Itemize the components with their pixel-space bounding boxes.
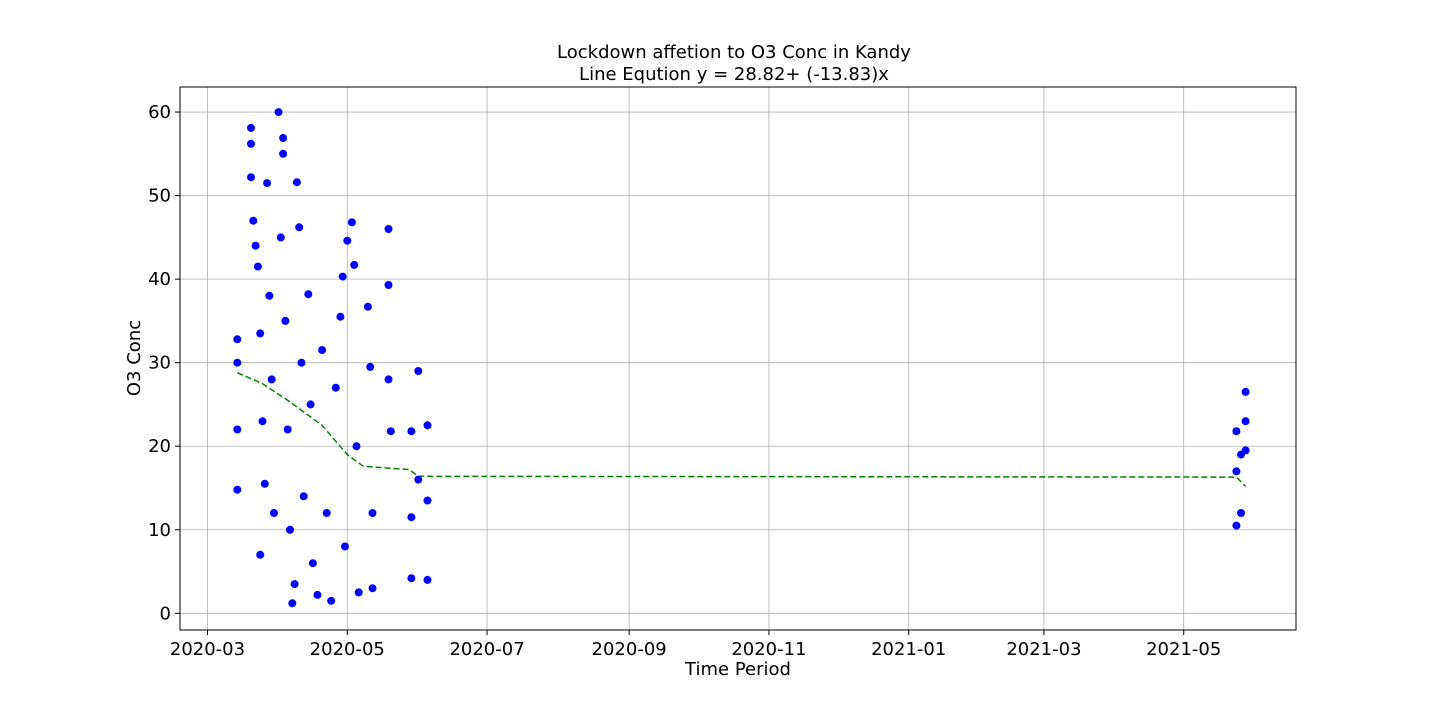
data-point <box>288 599 297 608</box>
data-point <box>1232 467 1241 476</box>
data-point <box>327 596 336 605</box>
x-tick-label: 2020-05 <box>310 639 385 660</box>
data-point <box>233 358 242 367</box>
data-point <box>286 525 294 534</box>
data-point <box>386 427 395 436</box>
data-point <box>407 513 416 522</box>
data-point <box>1241 446 1250 455</box>
data-point <box>322 509 331 517</box>
data-point <box>299 492 308 501</box>
x-tick-label: 2020-11 <box>731 639 806 660</box>
data-point <box>274 108 283 117</box>
data-point <box>260 479 269 488</box>
data-point <box>352 442 361 451</box>
data-point <box>256 329 265 338</box>
data-point <box>1232 427 1241 436</box>
data-point <box>318 346 327 355</box>
data-point <box>384 375 393 384</box>
data-point <box>1237 509 1245 517</box>
y-axis-label: O3 Conc <box>124 320 145 396</box>
data-point <box>350 260 359 269</box>
data-point <box>265 291 274 300</box>
trend-line <box>237 372 1247 487</box>
data-point <box>308 559 317 568</box>
data-point <box>414 367 423 375</box>
x-tick-label: 2021-03 <box>1006 639 1081 660</box>
data-point <box>295 223 304 232</box>
data-point <box>306 400 315 409</box>
x-tick-label: 2020-09 <box>592 639 667 660</box>
data-point <box>247 123 255 132</box>
data-point <box>341 542 349 551</box>
y-tick-label: 0 <box>160 603 171 624</box>
y-tick-label: 50 <box>148 186 171 207</box>
data-point <box>423 496 432 505</box>
data-point <box>281 316 290 325</box>
data-point <box>292 178 301 187</box>
data-point <box>270 509 278 517</box>
data-point <box>256 550 265 559</box>
data-point <box>343 236 352 245</box>
data-point <box>407 574 416 583</box>
chart-subtitle: Line Eqution y = 28.82+ (-13.83)x <box>579 64 889 85</box>
data-point <box>1241 387 1250 396</box>
chart-title: Lockdown affetion to O3 Conc in Kandy <box>557 42 911 63</box>
plot-frame <box>179 86 1297 631</box>
x-tick-label: 2020-07 <box>449 639 524 660</box>
data-point <box>251 241 260 250</box>
data-point <box>233 425 242 434</box>
data-point <box>297 358 306 367</box>
data-point <box>247 173 255 182</box>
data-point <box>384 281 393 289</box>
x-axis-label: Time Period <box>684 659 791 680</box>
y-tick-label: 60 <box>148 102 171 123</box>
data-point <box>384 225 393 233</box>
data-point <box>247 139 255 148</box>
x-tick-label: 2020-03 <box>170 639 245 660</box>
data-point <box>423 421 432 430</box>
data-point <box>290 580 299 589</box>
data-point <box>368 584 377 593</box>
data-point <box>368 509 377 517</box>
data-point <box>354 588 363 597</box>
data-point <box>423 575 432 584</box>
data-point <box>331 383 340 392</box>
data-point <box>338 272 347 281</box>
trend-line-path <box>237 372 1247 487</box>
y-tick-label: 30 <box>148 353 171 374</box>
data-point <box>267 375 276 384</box>
data-points <box>233 108 1250 608</box>
data-point <box>263 179 272 188</box>
data-point <box>233 485 242 494</box>
data-point <box>313 590 322 599</box>
x-tick-label: 2021-05 <box>1146 639 1221 660</box>
data-point <box>1232 521 1241 530</box>
data-point <box>279 149 288 158</box>
data-point <box>363 302 372 311</box>
data-point <box>336 312 345 321</box>
data-point <box>279 134 288 142</box>
x-tick-label: 2021-01 <box>871 639 946 660</box>
data-point <box>253 262 262 271</box>
y-tick-label: 10 <box>148 520 171 541</box>
data-point <box>304 290 313 299</box>
data-point <box>249 216 258 225</box>
grid-lines <box>180 87 1296 630</box>
data-point <box>283 425 292 434</box>
data-point <box>366 362 375 371</box>
x-axis-ticks: 2020-03 2020-05 2020-07 2020-09 2020-11 2021-… <box>170 630 1221 660</box>
data-point <box>407 427 416 436</box>
data-point <box>276 233 285 242</box>
y-tick-label: 40 <box>148 269 171 290</box>
data-point <box>414 475 423 484</box>
data-point <box>347 218 356 227</box>
y-axis-ticks: 0 10 20 30 40 50 60 <box>148 102 180 624</box>
data-point <box>1241 417 1250 426</box>
data-point <box>233 335 242 344</box>
data-point <box>258 417 267 426</box>
y-tick-label: 20 <box>148 436 171 457</box>
